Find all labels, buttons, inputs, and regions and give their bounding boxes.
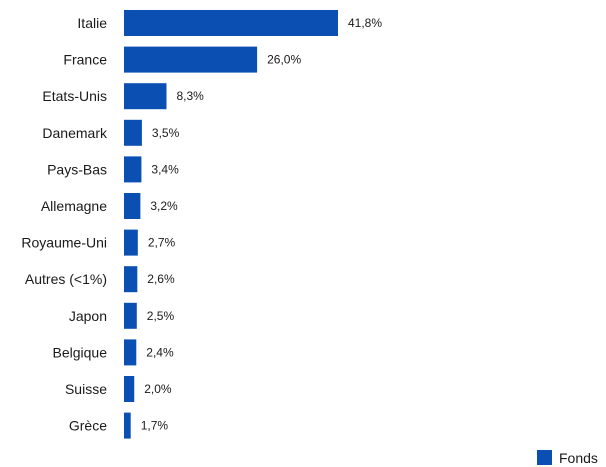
bar-suisse [124,376,135,402]
value-label-italie: 41,8% [348,16,382,30]
bar-danemark [124,119,142,146]
bar-allemagne [124,193,141,219]
value-label-allemagne: 3,2% [150,199,178,213]
legend: Fonds [537,450,598,466]
category-label-pays-bas: Pays-Bas [47,161,107,177]
value-label-france: 26,0% [267,53,301,67]
category-label-danemark: Danemark [42,125,108,141]
value-label-suisse: 2,0% [144,382,172,396]
bar-belgique [124,339,137,366]
value-label-etats-unis: 8,3% [176,89,204,103]
bar-italie [124,10,338,36]
category-label-japon: Japon [69,308,107,324]
bar-gr-ce [124,412,131,439]
bar-royaume-uni [124,229,138,256]
category-label-gr-ce: Grèce [69,418,107,434]
bar-france [124,46,258,73]
bar-autres-1 [124,266,138,293]
value-label-pays-bas: 3,4% [151,162,179,176]
value-label-royaume-uni: 2,7% [148,236,176,250]
category-label-royaume-uni: Royaume-Uni [21,235,107,251]
category-labels: Italie France Etats-Unis Danemark Pays-Bas Al… [21,15,108,434]
category-label-france: France [63,52,107,68]
category-label-autres-1: Autres (<1%) [25,271,107,287]
category-label-suisse: Suisse [65,381,107,397]
category-label-allemagne: Allemagne [41,198,107,214]
bar-pays-bas [124,156,142,183]
value-label-belgique: 2,4% [146,345,174,359]
value-label-japon: 2,5% [147,309,175,323]
legend-label-fonds: Fonds [559,450,598,466]
category-label-belgique: Belgique [53,344,108,360]
value-label-gr-ce: 1,7% [141,419,169,433]
bars-group [124,10,338,439]
bar-etats-unis [124,83,167,110]
category-label-etats-unis: Etats-Unis [42,88,107,104]
value-label-danemark: 3,5% [152,126,180,140]
bar-japon [124,302,137,329]
legend-swatch-fonds [537,450,552,465]
value-labels: 41,8% 26,0% 8,3% 3,5% 3,4% 3,2% 2,7% 2,6% 2,5% 2,… [141,16,383,433]
value-label-autres-1: 2,6% [147,272,175,286]
category-label-italie: Italie [77,15,107,31]
